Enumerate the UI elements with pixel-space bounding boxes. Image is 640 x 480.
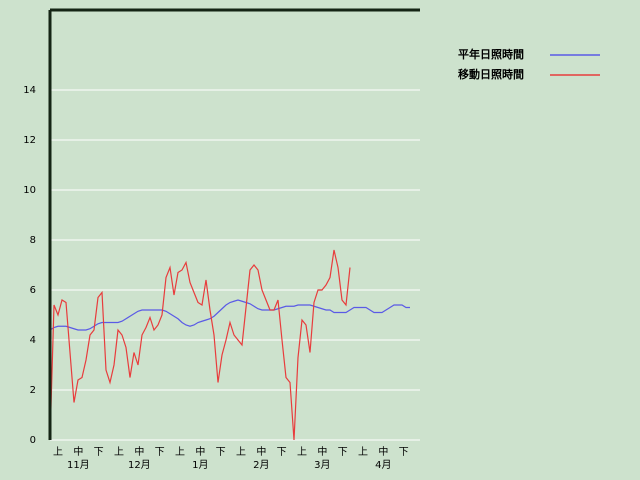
- legend-label: 移動日照時間: [458, 67, 524, 81]
- y-tick-label: 0: [30, 435, 36, 446]
- y-tick-label: 10: [23, 185, 36, 196]
- month-label: 2月: [253, 459, 269, 471]
- month-label: 12月: [128, 459, 151, 471]
- series-line: [49, 299, 410, 331]
- y-tick-label: 14: [23, 85, 36, 96]
- y-tick-label: 6: [30, 285, 36, 296]
- y-tick-label: 12: [23, 135, 36, 146]
- x-tick-label: 上: [297, 446, 307, 458]
- x-tick-label: 下: [94, 447, 104, 458]
- x-tick-label: 下: [399, 447, 409, 458]
- x-tick-label: 上: [358, 446, 368, 458]
- y-tick-label: 8: [30, 235, 36, 246]
- series-line: [49, 249, 351, 441]
- x-tick-label: 上: [236, 446, 246, 458]
- x-tick-label: 下: [277, 447, 287, 458]
- x-tick-label: 中: [317, 445, 327, 458]
- month-label: 1月: [192, 459, 208, 471]
- x-tick-label: 上: [114, 446, 124, 458]
- y-tick-label: 2: [30, 385, 36, 396]
- month-label: 3月: [314, 459, 330, 471]
- x-tick-label: 下: [338, 447, 348, 458]
- month-label: 11月: [67, 459, 90, 471]
- x-tick-label: 上: [175, 446, 185, 458]
- legend-label: 平年日照時間: [458, 47, 524, 61]
- x-tick-label: 上: [53, 446, 63, 458]
- y-tick-label: 4: [30, 335, 36, 346]
- x-tick-label: 中: [134, 445, 144, 458]
- x-tick-label: 下: [216, 447, 226, 458]
- month-label: 4月: [375, 459, 391, 471]
- x-tick-label: 中: [73, 445, 83, 458]
- x-tick-label: 中: [195, 445, 205, 458]
- x-tick-label: 中: [378, 445, 388, 458]
- x-tick-label: 下: [155, 447, 165, 458]
- x-tick-label: 中: [256, 445, 266, 458]
